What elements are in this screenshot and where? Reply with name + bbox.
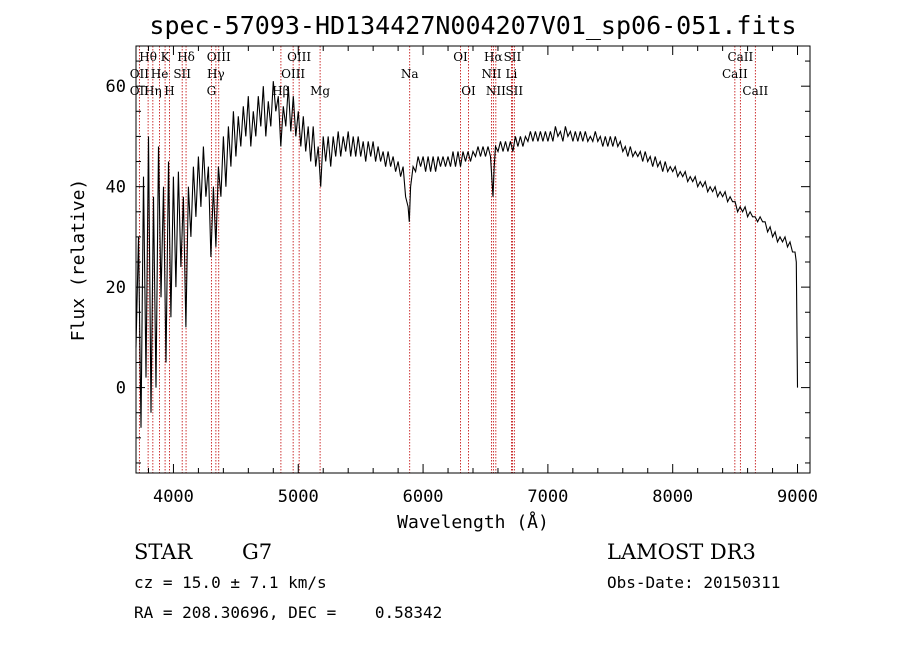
x-tick-label: 9000: [777, 487, 818, 507]
line-label-18: OI: [461, 84, 476, 98]
line-label-0: Hθ: [139, 50, 157, 64]
object-class: STAR: [134, 540, 193, 564]
plot-frame: [135, 45, 811, 474]
x-axis-ticks: 4000 5000 6000 7000 8000 9000: [147, 46, 818, 507]
line-label-21: NII: [481, 67, 501, 81]
line-label-19: Hα: [484, 50, 503, 64]
line-label-17: OI: [453, 50, 468, 64]
redshift-info: cz = 15.0 ± 7.1 km/s: [134, 573, 327, 592]
obs-date: Obs-Date: 20150311: [607, 573, 780, 592]
coordinates: RA = 208.30696, DEC = 0.58342: [134, 603, 442, 622]
survey-name: LAMOST DR3: [607, 540, 756, 564]
line-label-23: NII: [486, 84, 506, 98]
line-label-11: G: [207, 84, 217, 98]
x-axis-label: Wavelength (Å): [397, 511, 549, 533]
x-tick-label: 4000: [153, 487, 194, 507]
line-label-22: Li: [506, 67, 518, 81]
line-label-15: Mg: [310, 84, 330, 98]
line-label-20: SII: [504, 50, 522, 64]
x-tick-label: 8000: [652, 487, 693, 507]
line-label-6: H: [164, 84, 174, 98]
object-subclass: G7: [242, 540, 272, 564]
line-label-4: He: [151, 67, 169, 81]
line-label-16: Na: [401, 67, 419, 81]
line-label-25: CaII: [727, 50, 753, 64]
x-tick-label: 7000: [527, 487, 568, 507]
spectrum-line: [135, 81, 799, 428]
line-label-26: CaII: [722, 67, 748, 81]
y-axis-ticks: 0 20 40 60: [106, 60, 810, 464]
line-label-1: OII: [130, 67, 150, 81]
x-tick-label: 5000: [278, 487, 319, 507]
line-label-24: SII: [505, 84, 523, 98]
line-label-14: OIII: [281, 67, 305, 81]
y-tick-label: 60: [106, 77, 126, 97]
line-label-13: OIII: [287, 50, 311, 64]
line-label-8: Hδ: [177, 50, 195, 64]
y-axis-label: Flux (relative): [68, 179, 89, 342]
emission-line-markers: [138, 46, 756, 473]
y-tick-label: 20: [106, 278, 126, 298]
line-label-12: Hβ: [272, 84, 289, 98]
line-label-7: SII: [173, 67, 191, 81]
x-tick-label: 6000: [403, 487, 444, 507]
line-label-9: OIII: [207, 50, 231, 64]
y-tick-label: 0: [116, 379, 126, 399]
line-label-10: Hγ: [207, 67, 225, 81]
line-label-3: Hη: [144, 84, 162, 98]
chart-title: spec-57093-HD134427N004207V01_sp06-051.f…: [149, 11, 796, 40]
y-tick-label: 40: [106, 178, 126, 198]
line-label-5: K: [161, 50, 171, 64]
line-label-2: OII: [130, 84, 150, 98]
line-label-27: CaII: [742, 84, 768, 98]
